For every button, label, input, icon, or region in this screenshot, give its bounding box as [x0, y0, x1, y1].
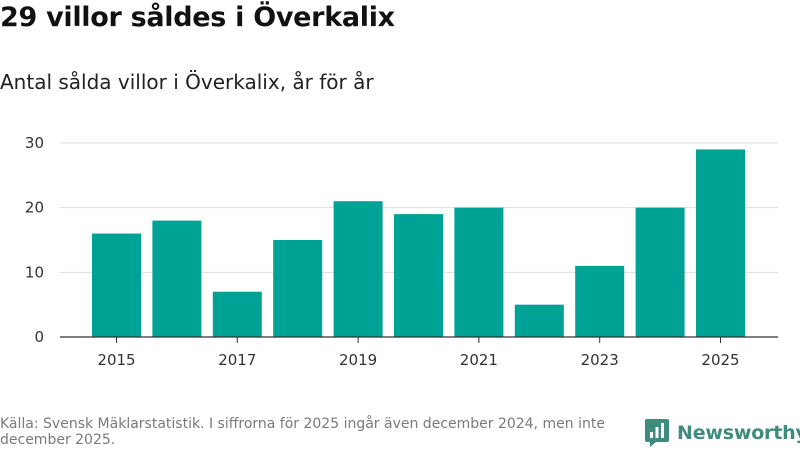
bar-2025 [696, 149, 745, 337]
source-note: Källa: Svensk Mäklarstatistik. I siffror… [0, 416, 605, 448]
x-tick-label-2017: 2017 [218, 351, 256, 369]
chart-subtitle: Antal sålda villor i Överkalix, år för å… [0, 70, 374, 94]
y-tick-label-30: 30 [25, 134, 44, 152]
bar-2024 [635, 207, 685, 337]
bar-2019 [333, 201, 383, 337]
x-tick-label-2023: 2023 [581, 351, 619, 369]
bar-2021 [454, 207, 504, 337]
bar-2022 [514, 304, 564, 337]
newsworthy-brand[interactable]: Newsworthy [644, 418, 800, 448]
bar-2020 [394, 214, 443, 337]
brand-name: Newsworthy [677, 422, 800, 444]
y-axis-labels: 0 10 20 30 [25, 134, 44, 346]
bar-chart: 0 10 20 30 2015 2017 2019 2021 2023 2025 [25, 134, 778, 369]
x-tick-label-2021: 2021 [460, 351, 498, 369]
bar-2017 [212, 291, 262, 337]
x-tick-label-2019: 2019 [339, 351, 377, 369]
x-tick-label-2015: 2015 [97, 351, 135, 369]
x-tick-label-2025: 2025 [701, 351, 739, 369]
y-tick-label-0: 0 [34, 328, 44, 346]
bar-chart-logo-icon [645, 419, 669, 447]
x-axis-labels: 2015 2017 2019 2021 2023 2025 [97, 351, 739, 369]
bar-2018 [273, 240, 323, 337]
y-tick-label-20: 20 [25, 199, 44, 217]
bar-2023 [575, 265, 625, 337]
x-axis-ticks [116, 337, 721, 343]
chart-title: 29 villor såldes i Överkalix [0, 2, 395, 33]
bars [92, 149, 745, 337]
bar-2015 [92, 233, 141, 337]
y-tick-label-10: 10 [25, 263, 44, 281]
bar-2016 [152, 220, 202, 337]
